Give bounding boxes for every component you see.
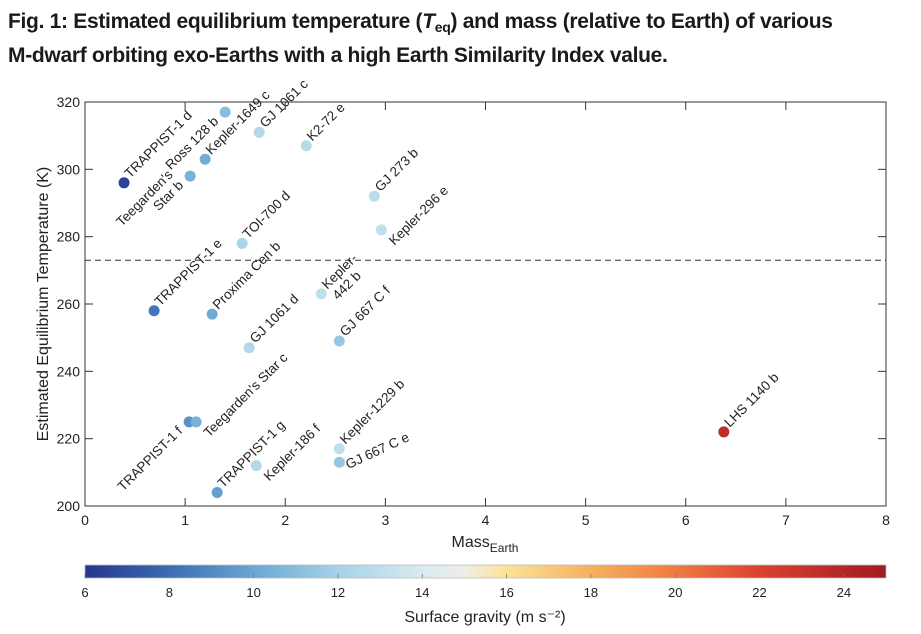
data-point-group: TRAPPIST-1 f: [115, 416, 195, 494]
data-point-group: Kepler-442 b: [315, 251, 364, 303]
x-tick-label: 6: [682, 512, 690, 528]
x-axis-label-subscript: Earth: [490, 541, 519, 555]
title-text: ) and mass (relative to Earth) of variou…: [450, 10, 833, 33]
data-point-group: K2-72 e: [300, 100, 348, 152]
data-point-label-line: GJ 1061 d: [247, 291, 302, 346]
colorbar-tick-label: 10: [246, 585, 260, 600]
data-point: [333, 443, 345, 455]
data-point-label: K2-72 e: [304, 100, 348, 144]
colorbar-tick-label: 12: [331, 585, 345, 600]
data-point-label: TRAPPIST-1 f: [115, 423, 186, 494]
title-symbol-subscript: eq: [434, 19, 451, 35]
x-tick-label: 8: [882, 512, 890, 528]
y-tick-label: 320: [57, 94, 81, 110]
colorbar-tick-label: 20: [668, 585, 682, 600]
y-tick-label: 280: [57, 229, 81, 245]
x-tick-label: 3: [381, 512, 389, 528]
x-tick-label: 4: [482, 512, 490, 528]
data-point-group: Kepler-296 e: [375, 183, 451, 248]
data-point: [219, 106, 231, 118]
data-point-label: LHS 1140 b: [721, 370, 781, 430]
data-point: [206, 308, 218, 320]
data-point: [375, 224, 387, 236]
data-point: [236, 237, 248, 249]
data-point: [118, 177, 130, 189]
data-point-label-line: TOI-700 d: [240, 188, 293, 241]
data-point-group: TOI-700 d: [236, 188, 293, 249]
data-point-label: TOI-700 d: [240, 188, 293, 241]
data-point-label-line: GJ 273 b: [372, 145, 421, 194]
x-tick-label: 0: [81, 512, 89, 528]
data-point: [315, 288, 327, 300]
data-point-label-line: LHS 1140 b: [721, 370, 781, 430]
data-point-label-line: K2-72 e: [304, 100, 348, 144]
data-point: [199, 153, 211, 165]
title-text: Fig. 1: Estimated equilibrium temperatur…: [8, 10, 423, 33]
x-axis-label: MassEarth: [452, 534, 519, 555]
x-axis-label-main: Mass: [452, 534, 490, 551]
y-tick-label: 200: [57, 498, 81, 514]
colorbar-label: Surface gravity (m s⁻²): [404, 609, 565, 626]
figure-title-line-2: M-dwarf orbiting exo-Earths with a high …: [8, 44, 668, 67]
y-tick-label: 300: [57, 161, 81, 177]
data-point-label-line: Kepler-296 e: [386, 183, 451, 248]
data-point-label: Kepler-296 e: [386, 183, 451, 248]
data-point: [333, 456, 345, 468]
data-point-group: GJ 1061 d: [243, 291, 302, 354]
y-tick-label: 220: [57, 431, 81, 447]
data-point-group: LHS 1140 b: [718, 370, 782, 438]
data-point: [368, 190, 380, 202]
y-axis-label: Estimated Equilibrium Temperature (K): [35, 167, 52, 441]
colorbar-tick-label: 22: [752, 585, 766, 600]
data-point-label: TRAPPIST-1 g: [215, 417, 288, 490]
data-point-label-line: TRAPPIST-1 f: [115, 423, 186, 494]
data-point: [253, 126, 265, 138]
data-point: [184, 170, 196, 182]
colorbar-tick-label: 14: [415, 585, 429, 600]
data-point: [333, 335, 345, 347]
colorbar-tick-label: 24: [837, 585, 851, 600]
data-point: [190, 416, 202, 428]
y-tick-label: 260: [57, 296, 81, 312]
data-point: [300, 140, 312, 152]
colorbar-tick-label: 6: [81, 585, 88, 600]
data-point: [211, 487, 223, 499]
data-point-label-line: TRAPPIST-1 g: [215, 417, 288, 490]
x-tick-label: 7: [782, 512, 790, 528]
data-point-label: GJ 273 b: [372, 145, 421, 194]
data-point-label: GJ 1061 d: [247, 291, 302, 346]
y-tick-label: 240: [57, 363, 81, 379]
colorbar: [84, 564, 887, 579]
data-point: [718, 426, 730, 438]
data-point: [148, 305, 160, 317]
colorbar-tick-label: 16: [499, 585, 513, 600]
data-point: [243, 342, 255, 354]
data-point-group: GJ 273 b: [368, 145, 421, 202]
x-tick-label: 1: [181, 512, 189, 528]
data-point: [250, 460, 262, 472]
colorbar-tick-label: 18: [584, 585, 598, 600]
x-tick-label: 2: [281, 512, 289, 528]
colorbar-tick-label: 8: [166, 585, 173, 600]
title-symbol: T: [422, 10, 435, 33]
x-tick-label: 5: [582, 512, 590, 528]
figure-title-line-1: Fig. 1: Estimated equilibrium temperatur…: [8, 10, 833, 35]
